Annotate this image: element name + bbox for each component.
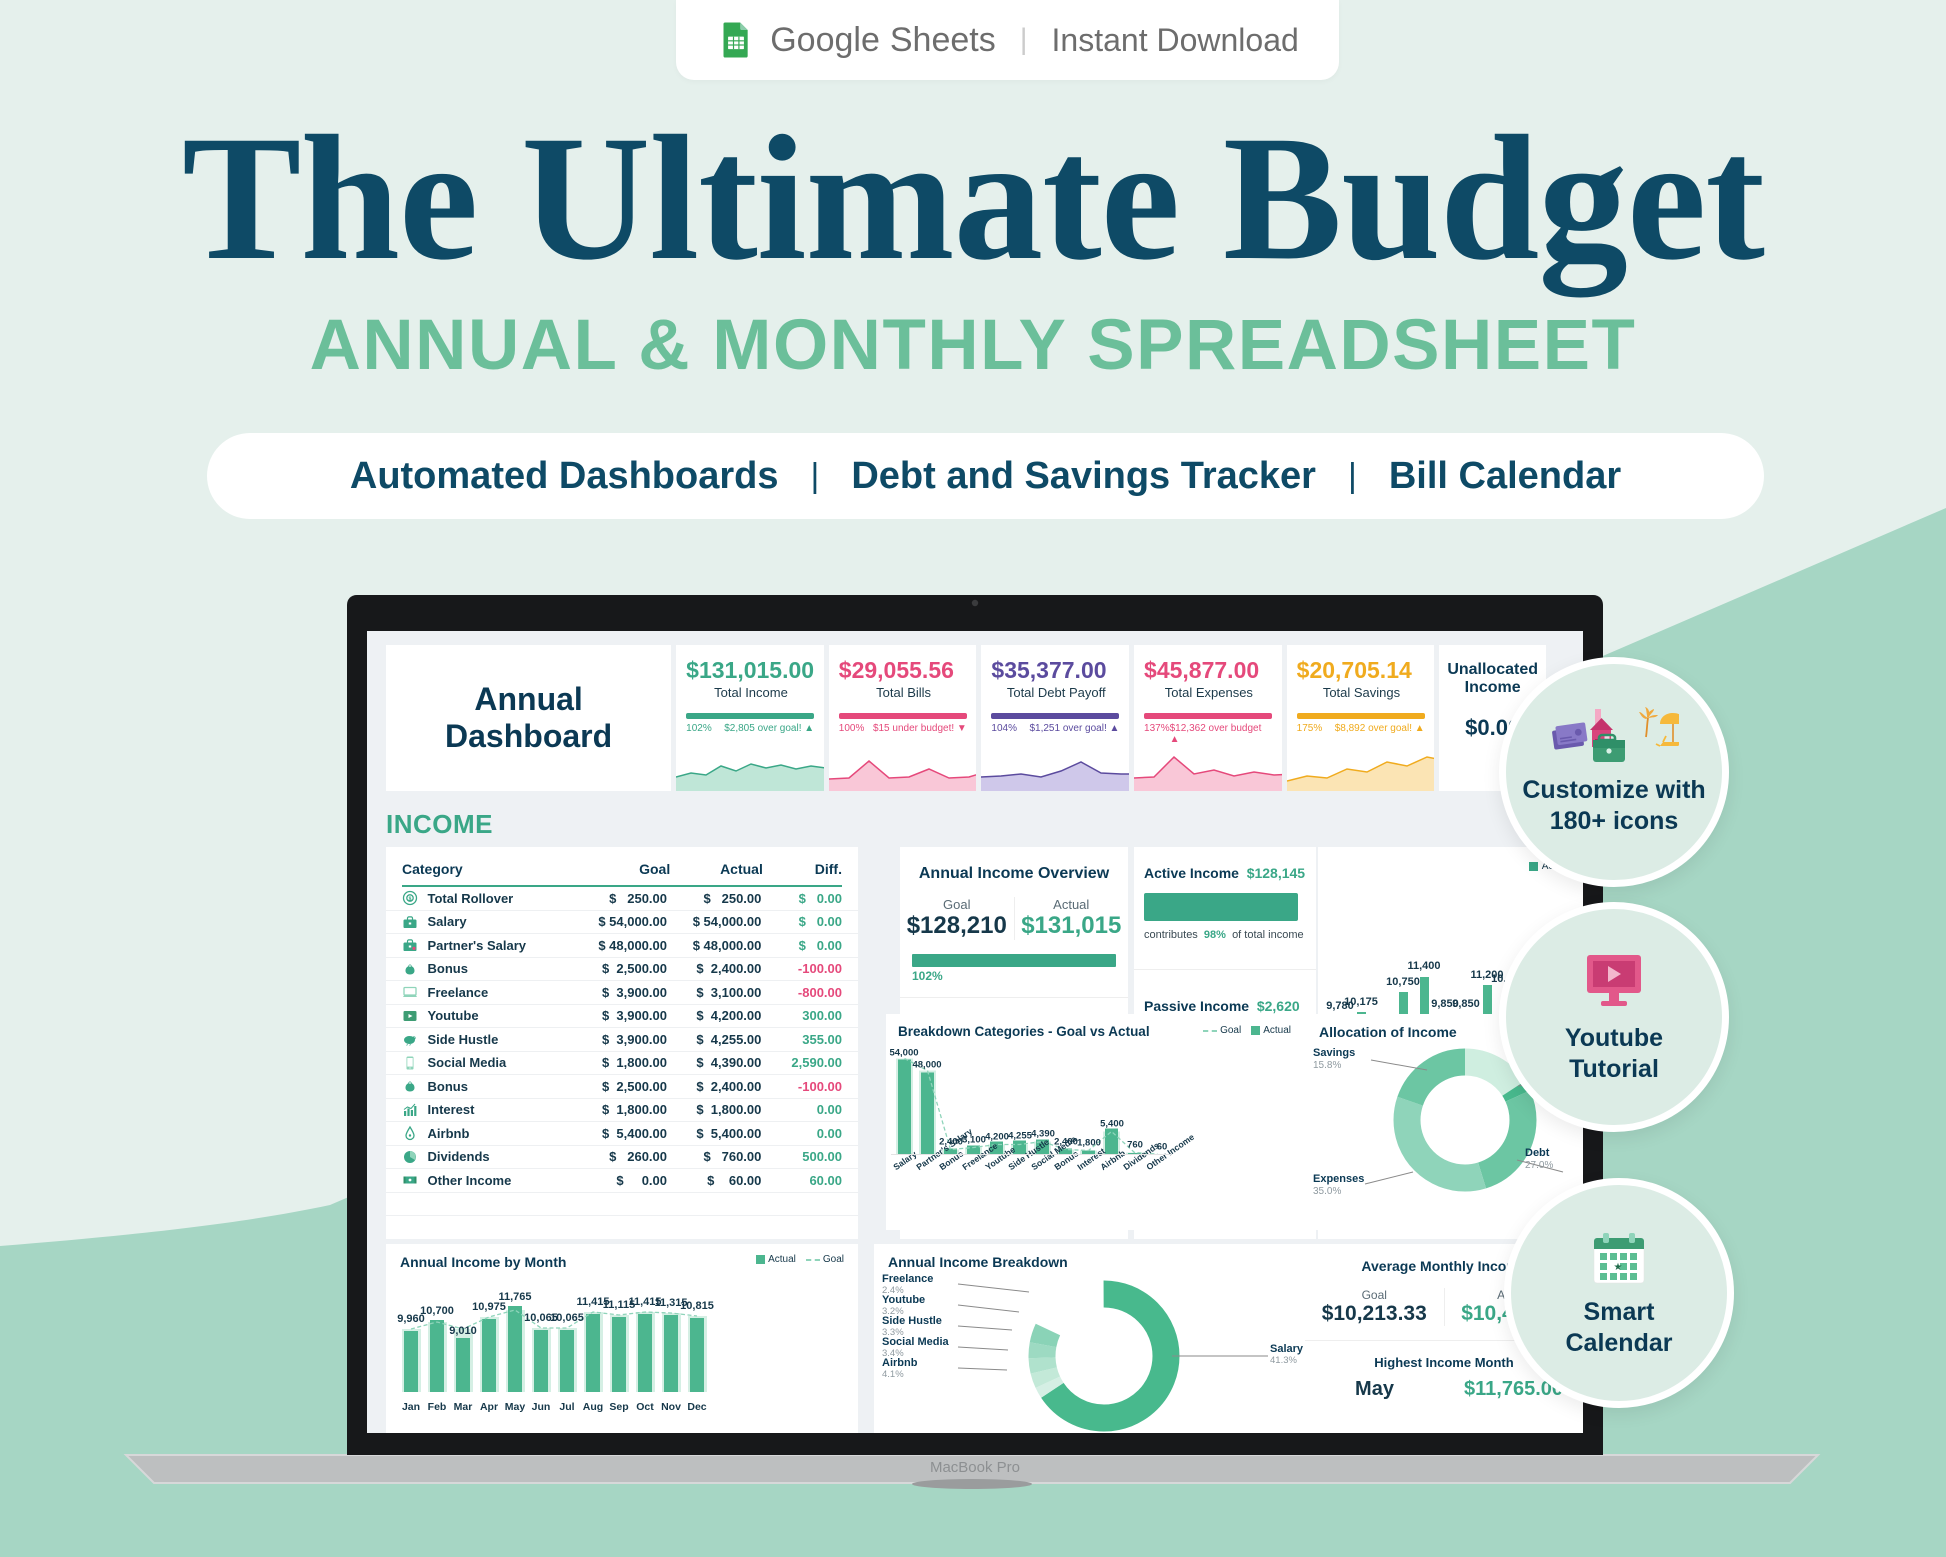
svg-text:Nov: Nov [661,1401,681,1413]
svg-text:MacBook Pro: MacBook Pro [930,1459,1020,1476]
svg-text:41.3%: 41.3% [1270,1355,1297,1366]
svg-text:10,065: 10,065 [550,1312,584,1324]
svg-text:★: ★ [1614,1262,1623,1273]
svg-text:Jun: Jun [532,1401,551,1413]
svg-text:1,800: 1,800 [1077,1138,1101,1149]
svg-text:10,700: 10,700 [420,1305,454,1317]
svg-text:Jul: Jul [559,1401,574,1413]
svg-text:Savings: Savings [1313,1047,1355,1059]
svg-text:Feb: Feb [428,1401,447,1413]
svg-text:11,765: 11,765 [498,1291,531,1303]
svg-text:9,010: 9,010 [449,1325,477,1337]
svg-text:2.4%: 2.4% [882,1285,904,1296]
svg-text:27.0%: 27.0% [1525,1160,1553,1171]
svg-text:3.2%: 3.2% [882,1306,904,1317]
svg-text:Aug: Aug [583,1401,603,1413]
svg-text:10,815: 10,815 [680,1300,714,1312]
svg-text:3.3%: 3.3% [882,1327,904,1338]
svg-text:Sep: Sep [609,1401,628,1413]
svg-text:Mar: Mar [454,1401,473,1413]
svg-text:9,850: 9,850 [1452,998,1480,1010]
svg-text:48,000: 48,000 [912,1060,941,1071]
svg-text:15.8%: 15.8% [1313,1060,1341,1071]
svg-text:35.0%: 35.0% [1313,1186,1341,1197]
svg-text:760: 760 [1127,1140,1143,1151]
svg-text:Salary: Salary [1270,1343,1304,1355]
svg-text:$: $ [409,897,412,903]
svg-text:Apr: Apr [480,1401,498,1413]
svg-text:Debt: Debt [1525,1147,1550,1159]
svg-text:Expenses: Expenses [1313,1173,1364,1185]
svg-text:Freelance: Freelance [882,1273,933,1285]
svg-text:5,400: 5,400 [1100,1119,1124,1130]
svg-text:4,200: 4,200 [985,1132,1009,1143]
svg-text:Dec: Dec [687,1401,706,1413]
svg-text:Oct: Oct [636,1401,654,1413]
svg-text:May: May [505,1401,526,1413]
svg-text:54,000: 54,000 [889,1048,918,1059]
svg-text:4.1%: 4.1% [882,1369,904,1380]
svg-text:10,175: 10,175 [1344,996,1378,1008]
svg-text:Jan: Jan [402,1401,420,1413]
svg-text:4,255: 4,255 [1008,1131,1032,1142]
svg-text:11,400: 11,400 [1407,960,1440,972]
svg-text:10,750: 10,750 [1386,976,1420,988]
svg-text:3.4%: 3.4% [882,1348,904,1359]
